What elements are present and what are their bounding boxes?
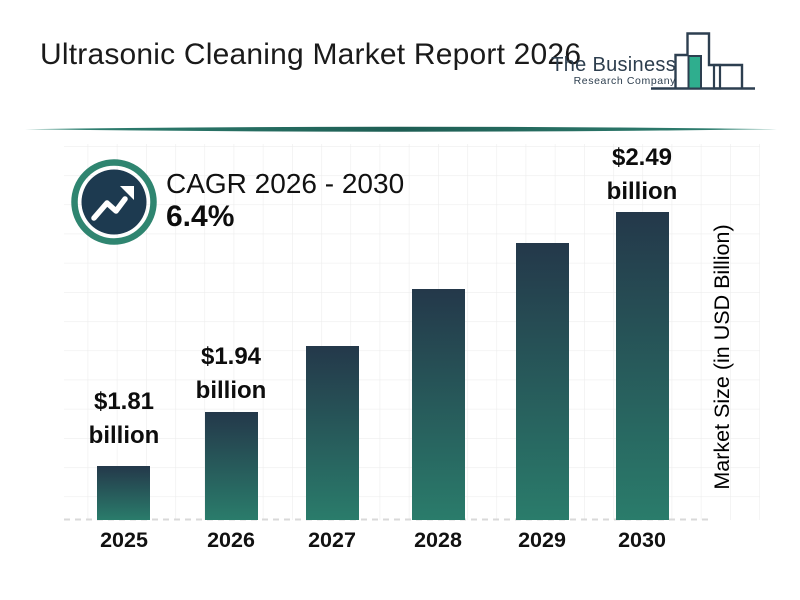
bar-2028 xyxy=(412,289,465,520)
y-axis-label: Market Size (in USD Billion) xyxy=(710,224,734,490)
bar-2027 xyxy=(306,346,359,520)
value-label-2030-amount: $2.49 xyxy=(611,144,673,171)
logo-wordmark: The Business Research Company xyxy=(551,55,676,87)
x-tick-2026: 2026 xyxy=(207,528,255,552)
divider-shape xyxy=(25,126,777,132)
value-label-2025: $1.81 billion xyxy=(64,385,184,453)
trend-up-arrow-icon xyxy=(71,159,157,245)
value-label-2025-amount: $1.81 xyxy=(93,388,155,415)
cagr-label: CAGR 2026 - 2030 xyxy=(166,168,405,199)
cagr-value: 6.4% xyxy=(166,200,235,233)
value-label-2026-unit: billion xyxy=(195,377,267,404)
value-label-2026-amount: $1.94 xyxy=(200,343,262,370)
bar-2026 xyxy=(205,412,258,520)
logo-name: The Business xyxy=(551,54,676,76)
x-tick-2030: 2030 xyxy=(618,528,666,552)
value-label-2030-unit: billion xyxy=(606,178,678,205)
value-label-2030: $2.49 billion xyxy=(582,141,702,209)
bar-chart-logo-icon xyxy=(651,32,755,90)
bar-2025 xyxy=(97,466,150,520)
x-tick-2028: 2028 xyxy=(414,528,462,552)
company-logo: The Business Research Company xyxy=(551,27,760,97)
page-title: Ultrasonic Cleaning Market Report 2026 xyxy=(40,38,582,71)
logo-tagline: Research Company xyxy=(573,75,676,87)
x-tick-2029: 2029 xyxy=(518,528,566,552)
value-label-2026: $1.94 billion xyxy=(171,340,291,408)
x-tick-2025: 2025 xyxy=(100,528,148,552)
x-tick-2027: 2027 xyxy=(308,528,356,552)
bar-2029 xyxy=(516,243,569,520)
bar-2030 xyxy=(616,212,669,520)
value-label-2025-unit: billion xyxy=(88,422,160,449)
